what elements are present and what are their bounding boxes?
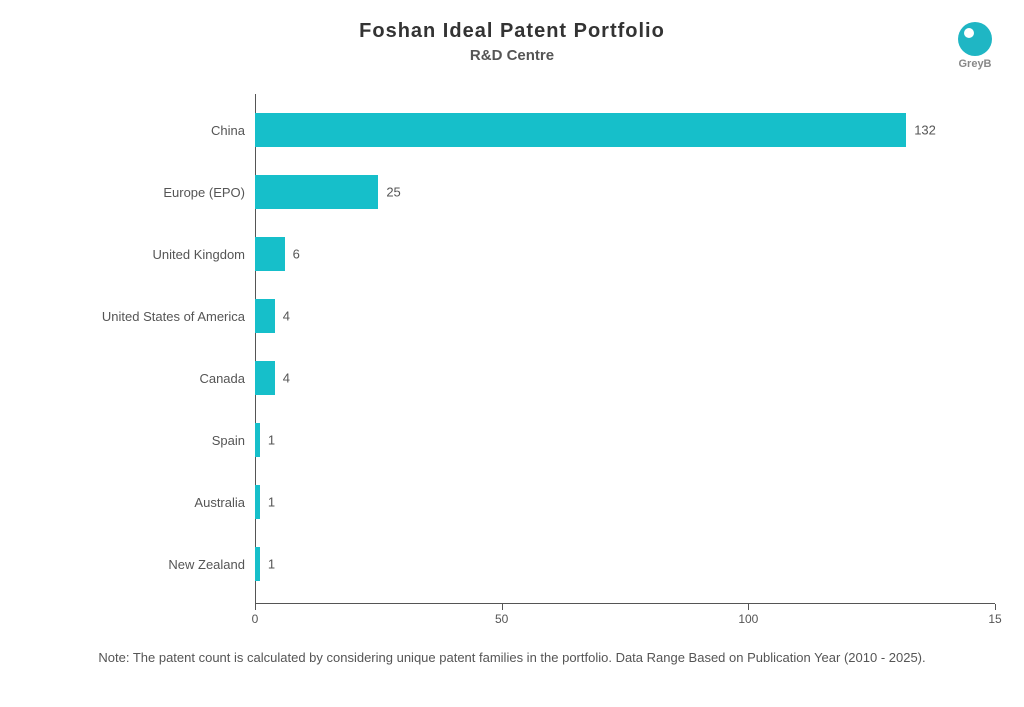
value-label: 25 — [378, 185, 400, 200]
bar: 4 — [255, 361, 275, 395]
value-label: 1 — [260, 557, 275, 572]
category-label: United Kingdom — [153, 247, 256, 262]
bar-row: Canada4 — [255, 361, 995, 395]
value-label: 132 — [906, 123, 936, 138]
category-label: United States of America — [102, 309, 255, 324]
chart-footnote: Note: The patent count is calculated by … — [40, 650, 984, 665]
bar: 1 — [255, 423, 260, 457]
chart-area: China132Europe (EPO)25United Kingdom6Uni… — [70, 94, 954, 644]
brand-logo: GreyB — [958, 22, 992, 70]
x-tick-label: 50 — [495, 604, 508, 626]
chart-title: Foshan Ideal Patent Portfolio — [40, 20, 984, 43]
logo-label: GreyB — [958, 58, 992, 70]
plot-region: China132 Europe (EPO)25 United Kingdom6 Uni… — [255, 94, 995, 604]
x-axis-line — [255, 603, 995, 604]
bar: 25 — [255, 175, 378, 209]
value-label: 1 — [260, 495, 275, 510]
bar-row: Spain1 — [255, 423, 995, 457]
x-tick-label: 15 — [988, 604, 1001, 626]
chart-subtitle: R&D Centre — [40, 47, 984, 64]
bar-row: New Zealand1 — [255, 547, 995, 581]
bar-row: United States of America4 — [255, 299, 995, 333]
category-label: Canada — [199, 371, 255, 386]
bar-row: Europe (EPO)25 — [255, 175, 995, 209]
bar-row: China132 — [255, 113, 995, 147]
bar-row: United Kingdom6 — [255, 237, 995, 271]
value-label: 4 — [275, 371, 290, 386]
bar: 1 — [255, 547, 260, 581]
value-label: 4 — [275, 309, 290, 324]
x-tick-label: 0 — [252, 604, 259, 626]
value-label: 1 — [260, 433, 275, 448]
category-label: Australia — [194, 495, 255, 510]
logo-icon — [958, 22, 992, 56]
category-label: Spain — [212, 433, 255, 448]
category-label: New Zealand — [168, 557, 255, 572]
x-tick-label: 100 — [738, 604, 758, 626]
bar: 132 — [255, 113, 906, 147]
bar-row: Australia1 — [255, 485, 995, 519]
value-label: 6 — [285, 247, 300, 262]
bar: 6 — [255, 237, 285, 271]
bar: 1 — [255, 485, 260, 519]
chart-container: GreyB Foshan Ideal Patent Portfolio R&D … — [0, 0, 1024, 707]
bar: 4 — [255, 299, 275, 333]
y-axis-line — [255, 94, 256, 604]
category-label: Europe (EPO) — [163, 185, 255, 200]
category-label: China — [211, 123, 255, 138]
